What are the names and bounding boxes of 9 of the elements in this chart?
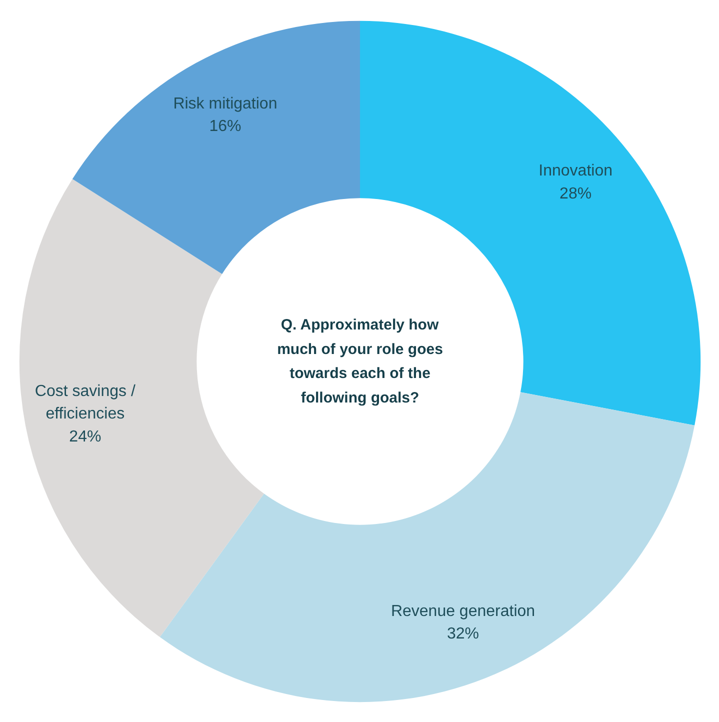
text: Q. Approximately how much of your role goes towards each of the following goals? (277, 316, 443, 407)
data-label: 16% (209, 118, 242, 136)
slice-label: Revenue generation (390, 602, 536, 620)
data-label: 28% (560, 185, 592, 202)
slice-label: Cost savings / efficiencies (34, 382, 136, 423)
data-label: 32% (446, 626, 480, 643)
data-label: 24% (69, 428, 102, 446)
slice-label: Risk mitigation (173, 95, 278, 112)
slice-label: Innovation (538, 162, 612, 180)
